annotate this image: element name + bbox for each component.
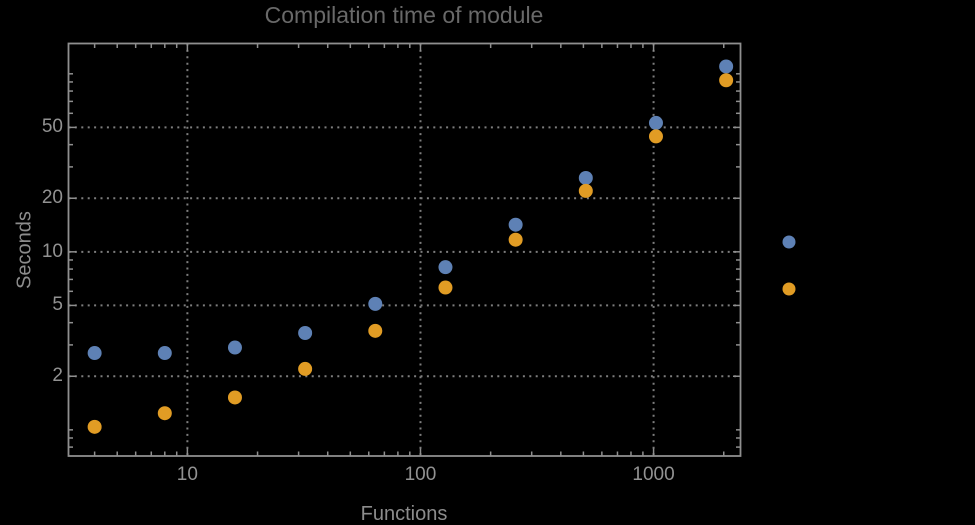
data-point-series-2 bbox=[227, 390, 242, 405]
data-point-series-1 bbox=[719, 59, 734, 74]
data-point-series-2 bbox=[87, 419, 102, 434]
data-point-series-1 bbox=[157, 346, 172, 361]
data-point-series-2 bbox=[157, 406, 172, 421]
data-point-series-2 bbox=[438, 280, 453, 295]
y-tick-label: 5 bbox=[52, 294, 63, 316]
data-point-series-2 bbox=[578, 183, 593, 198]
x-tick-label: 1000 bbox=[632, 464, 675, 485]
data-point-series-2 bbox=[648, 129, 663, 144]
legend-marker-series-1 bbox=[782, 235, 796, 249]
data-point-series-1 bbox=[87, 346, 102, 361]
y-tick-label: 50 bbox=[41, 116, 63, 138]
y-tick-label: 20 bbox=[41, 187, 63, 209]
data-point-series-1 bbox=[578, 170, 593, 185]
data-point-series-2 bbox=[508, 232, 523, 247]
data-point-series-2 bbox=[368, 323, 383, 338]
data-point-series-1 bbox=[298, 325, 313, 340]
x-axis-label: Functions bbox=[360, 503, 448, 525]
data-point-series-1 bbox=[648, 115, 663, 130]
data-point-series-1 bbox=[508, 217, 523, 232]
data-point-series-2 bbox=[298, 361, 313, 376]
data-point-series-1 bbox=[438, 260, 453, 275]
legend-marker-series-2 bbox=[782, 282, 796, 296]
data-point-series-2 bbox=[719, 73, 734, 88]
y-tick-label: 10 bbox=[41, 240, 63, 262]
y-tick-label: 2 bbox=[52, 365, 63, 387]
chart-title: Compilation time of module bbox=[264, 2, 544, 28]
x-tick-label: 100 bbox=[404, 464, 437, 485]
x-tick-label: 10 bbox=[176, 464, 198, 485]
data-point-series-1 bbox=[227, 340, 242, 355]
data-point-series-1 bbox=[368, 296, 383, 311]
plot-frame bbox=[67, 42, 742, 457]
